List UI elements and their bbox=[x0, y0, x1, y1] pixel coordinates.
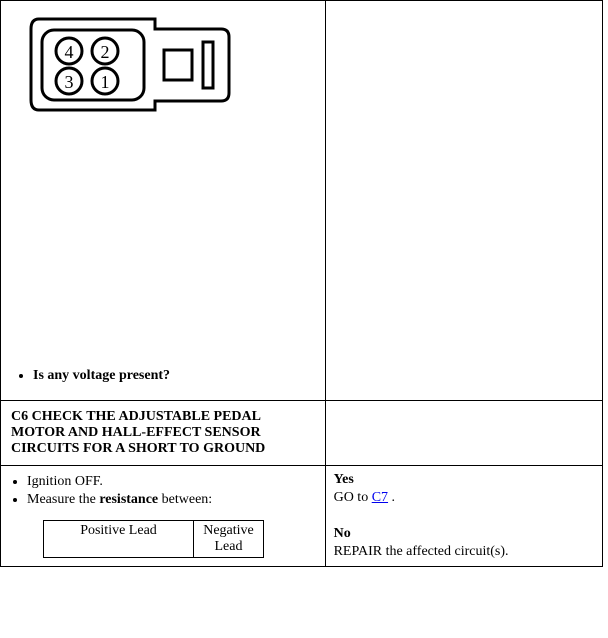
step-c6-title-right bbox=[325, 401, 602, 466]
step-c5-right-cell bbox=[325, 1, 602, 401]
yes-action-pre: GO to bbox=[334, 490, 372, 505]
lead-table-neg-header: Negative Lead bbox=[194, 521, 264, 558]
step-c6-title-cell: C6 CHECK THE ADJUSTABLE PEDAL MOTOR AND … bbox=[1, 401, 326, 466]
pin-2-label: 2 bbox=[101, 42, 110, 62]
bullet-ignition-off: Ignition OFF. bbox=[27, 474, 317, 490]
link-c7[interactable]: C7 bbox=[372, 490, 388, 505]
measure-post: between: bbox=[158, 492, 212, 507]
lead-table: Positive Lead Negative Lead bbox=[43, 520, 264, 558]
step-c5-left-cell: 4 2 3 1 Is any voltage present? bbox=[1, 1, 326, 401]
bullet-measure-resistance: Measure the resistance between: bbox=[27, 492, 317, 508]
yes-action: GO to C7 . bbox=[334, 490, 594, 506]
step-c6-title: C6 CHECK THE ADJUSTABLE PEDAL MOTOR AND … bbox=[9, 405, 317, 461]
result-block: Yes GO to C7 . No REPAIR the affected ci… bbox=[334, 472, 594, 560]
step-c5-question-wrap: Is any voltage present? bbox=[15, 364, 170, 388]
connector-diagram: 4 2 3 1 bbox=[21, 7, 236, 122]
yes-label: Yes bbox=[334, 472, 594, 488]
diagnostic-table: 4 2 3 1 Is any voltage present? C6 CHECK… bbox=[0, 0, 603, 567]
pin-1-label: 1 bbox=[101, 72, 110, 92]
step-c5-question: Is any voltage present? bbox=[33, 368, 170, 384]
step-c6-body-left: Ignition OFF. Measure the resistance bet… bbox=[1, 466, 326, 567]
measure-pre: Measure the bbox=[27, 492, 99, 507]
measure-bold: resistance bbox=[99, 492, 158, 507]
yes-action-post: . bbox=[388, 490, 395, 505]
no-action: REPAIR the affected circuit(s). bbox=[334, 544, 594, 560]
pin-4-label: 4 bbox=[65, 42, 74, 62]
lead-table-pos-header: Positive Lead bbox=[44, 521, 194, 558]
no-label: No bbox=[334, 526, 594, 542]
pin-3-label: 3 bbox=[65, 72, 74, 92]
step-c6-bullets: Ignition OFF. Measure the resistance bet… bbox=[27, 474, 317, 508]
step-c6-body-right: Yes GO to C7 . No REPAIR the affected ci… bbox=[325, 466, 602, 567]
